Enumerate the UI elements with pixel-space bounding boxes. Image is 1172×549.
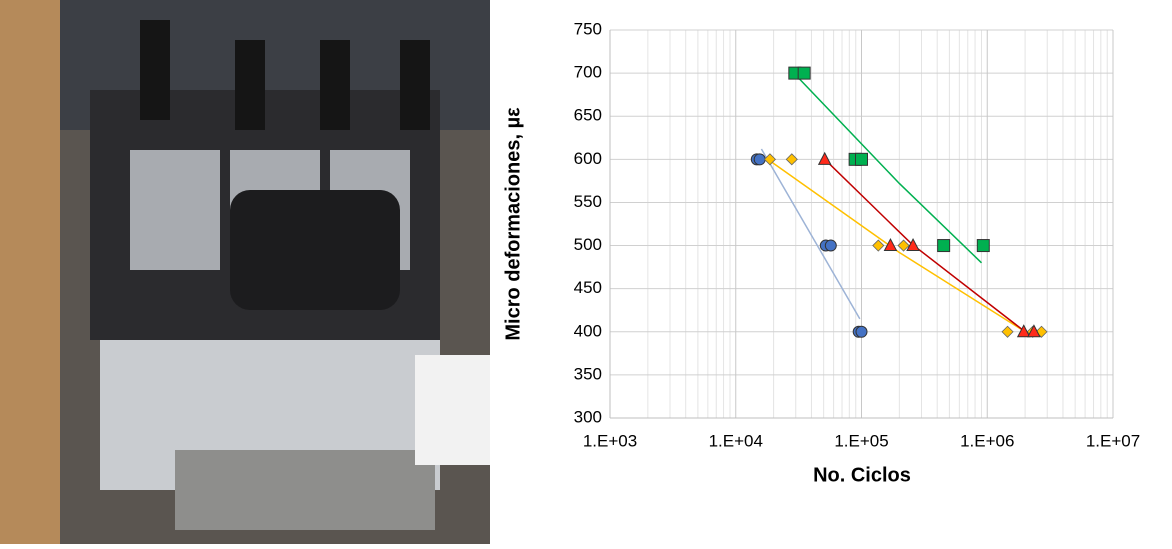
y-tick-label: 600 (574, 149, 602, 168)
x-tick-label: 1.E+03 (583, 431, 637, 450)
plate (230, 190, 400, 310)
y-tick-label: 750 (574, 19, 602, 38)
y-tick-label: 450 (574, 278, 602, 297)
x-axis-label: No. Ciclos (813, 464, 911, 486)
y-tick-label: 500 (574, 235, 602, 254)
label-card (415, 355, 490, 465)
photo (0, 0, 490, 544)
x-tick-label: 1.E+05 (834, 431, 888, 450)
y-tick-label: 350 (574, 364, 602, 383)
sensor (400, 40, 430, 130)
point (763, 153, 776, 166)
y-tick-label: 550 (574, 192, 602, 211)
point (855, 325, 868, 338)
photo-wall (0, 0, 60, 544)
chart: No. Ciclos Micro deformaciones, µε 300 35… (502, 19, 1140, 486)
point (976, 239, 990, 253)
point (1027, 324, 1041, 338)
point (1016, 324, 1031, 338)
specimen (175, 450, 435, 530)
x-tick-label: 1.E+06 (960, 431, 1014, 450)
point (1001, 325, 1014, 338)
trendline (793, 72, 983, 264)
y-tick-label: 300 (574, 407, 602, 426)
x-tick-label: 1.E+04 (709, 431, 763, 450)
point (897, 239, 910, 252)
point (797, 66, 811, 80)
point (785, 153, 798, 166)
sensor (140, 20, 170, 120)
sensor (320, 40, 350, 130)
point (883, 237, 898, 252)
clamp (130, 150, 220, 270)
point (817, 151, 832, 165)
point (855, 152, 868, 166)
sensor (235, 40, 265, 130)
point (753, 153, 766, 166)
point (906, 237, 920, 252)
trendline (767, 158, 1026, 333)
point (937, 239, 951, 253)
y-axis-label: Micro deformaciones, µε (502, 107, 524, 341)
x-tick-label: 1.E+07 (1086, 431, 1140, 450)
point (872, 239, 885, 252)
trendline (760, 148, 861, 320)
y-tick-label: 700 (574, 63, 602, 82)
y-tick-label: 650 (574, 106, 602, 125)
point (824, 239, 837, 252)
y-tick-label: 400 (574, 321, 602, 340)
